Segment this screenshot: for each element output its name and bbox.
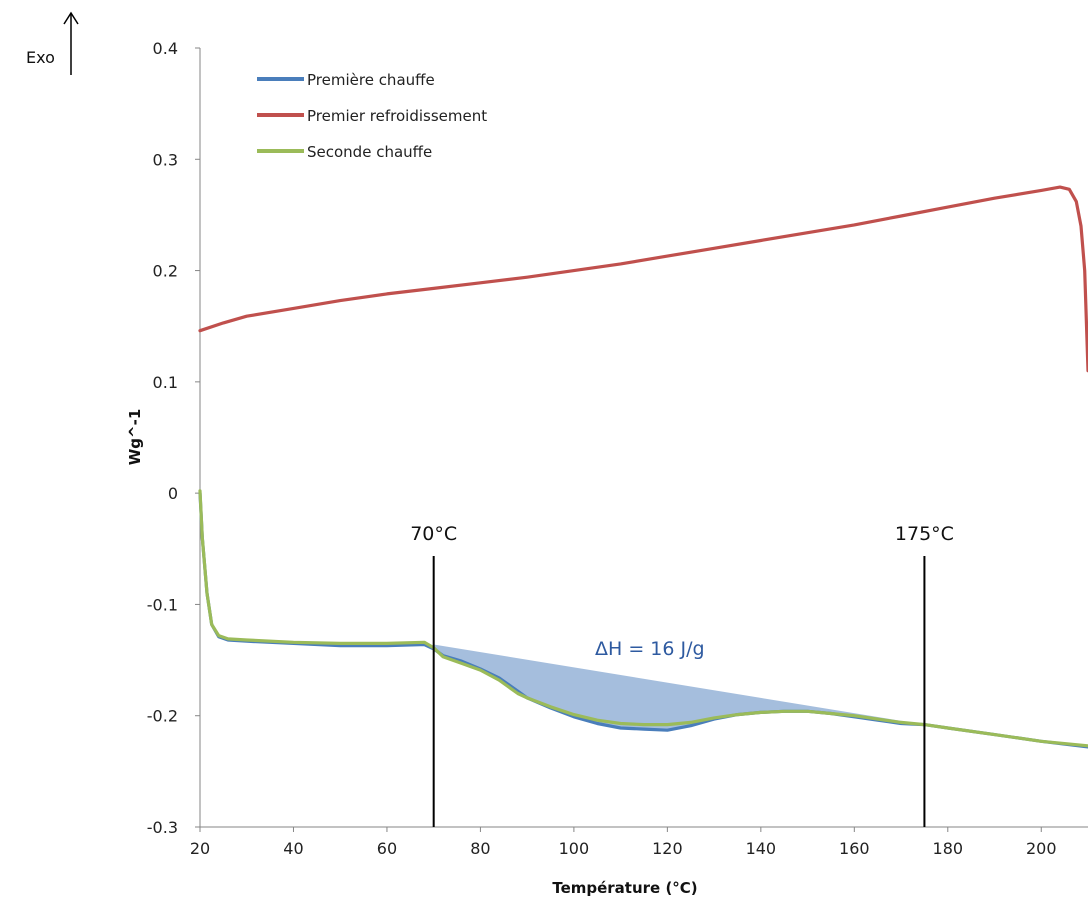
x-tick-label: 160 xyxy=(839,839,870,858)
delta-h-annotation: ΔH = 16 J/g xyxy=(595,638,705,660)
x-axis-title: Température (°C) xyxy=(552,879,697,897)
x-tick-label: 180 xyxy=(933,839,964,858)
x-tick-label: 100 xyxy=(559,839,590,858)
exo-label: Exo xyxy=(26,48,55,67)
exo-arrow-icon xyxy=(63,11,79,75)
x-tick-label: 40 xyxy=(283,839,303,858)
x-tick-label: 60 xyxy=(377,839,397,858)
legend-label: Premier refroidissement xyxy=(307,107,487,125)
series-line-2 xyxy=(198,185,1088,373)
y-tick-label: 0.1 xyxy=(153,373,178,392)
marker-label: 175°C xyxy=(895,523,954,545)
x-tick-label: 200 xyxy=(1026,839,1057,858)
series-line-3 xyxy=(198,489,1088,748)
y-tick-label: -0.1 xyxy=(147,595,178,614)
series-layer xyxy=(198,185,1088,749)
y-tick-label: 0.4 xyxy=(153,39,178,58)
axes: -0.3 -0.2 -0.1 0 0.1 0.2 0.3 0.4 20 40 60 80 100 120 1… xyxy=(147,39,1088,858)
x-tick-label: 120 xyxy=(652,839,683,858)
y-tick-label: 0.2 xyxy=(153,262,178,281)
marker-label: 70°C xyxy=(410,523,457,545)
legend: Première chauffe Premier refroidissement S… xyxy=(257,71,487,161)
legend-label: Première chauffe xyxy=(307,71,435,89)
y-tick-label: 0.3 xyxy=(153,150,178,169)
legend-label: Seconde chauffe xyxy=(307,143,432,161)
y-axis-title: Wg^-1 xyxy=(126,409,144,466)
x-tick-label: 80 xyxy=(470,839,490,858)
x-tick-label: 140 xyxy=(746,839,777,858)
y-tick-label: -0.3 xyxy=(147,818,178,837)
vertical-markers: 70°C 175°C xyxy=(410,523,954,827)
x-tick-label: 20 xyxy=(190,839,210,858)
y-tick-label: 0 xyxy=(168,484,178,503)
y-tick-label: -0.2 xyxy=(147,707,178,726)
